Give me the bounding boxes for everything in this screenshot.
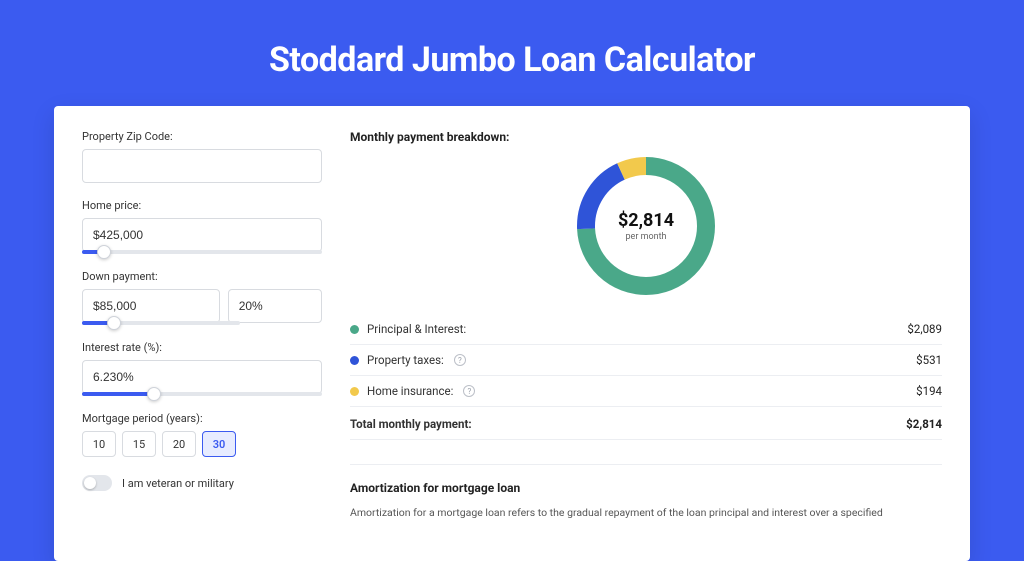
breakdown-row-label: Home insurance: <box>367 384 453 398</box>
veteran-row: I am veteran or military <box>82 475 322 491</box>
breakdown-title: Monthly payment breakdown: <box>350 130 942 144</box>
zip-input[interactable] <box>82 149 322 183</box>
total-row: Total monthly payment: $2,814 <box>350 406 942 440</box>
donut-wrap: $2,814 per month <box>350 156 942 296</box>
breakdown-row-label: Property taxes: <box>367 353 444 367</box>
color-dot <box>350 387 359 396</box>
donut-sub: per month <box>618 232 674 242</box>
down-payment-label: Down payment: <box>82 270 322 283</box>
zip-label: Property Zip Code: <box>82 130 322 143</box>
mortgage-period-label: Mortgage period (years): <box>82 412 322 425</box>
interest-rate-label: Interest rate (%): <box>82 341 322 354</box>
toggle-knob <box>84 477 96 489</box>
amortization-section: Amortization for mortgage loan Amortizat… <box>350 464 942 521</box>
color-dot <box>350 325 359 334</box>
breakdown-row-value: $2,089 <box>907 322 942 336</box>
breakdown-row-left: Home insurance:? <box>350 384 475 398</box>
amortization-body: Amortization for a mortgage loan refers … <box>350 505 942 521</box>
down-payment-field: Down payment: <box>82 270 322 325</box>
mortgage-period-20[interactable]: 20 <box>162 431 196 457</box>
down-payment-percent-input[interactable] <box>228 289 322 323</box>
home-price-input[interactable] <box>82 218 322 252</box>
zip-field: Property Zip Code: <box>82 130 322 183</box>
down-payment-amount-input[interactable] <box>82 289 220 323</box>
mortgage-period-10[interactable]: 10 <box>82 431 116 457</box>
breakdown-rows: Principal & Interest: $2,089 Property taxe… <box>350 314 942 406</box>
breakdown-row-label: Principal & Interest: <box>367 322 466 336</box>
home-price-label: Home price: <box>82 199 322 212</box>
color-dot <box>350 356 359 365</box>
total-label: Total monthly payment: <box>350 417 472 431</box>
donut-chart: $2,814 per month <box>576 156 716 296</box>
breakdown-row-0: Principal & Interest: $2,089 <box>350 314 942 345</box>
veteran-label: I am veteran or military <box>122 477 234 490</box>
mortgage-period-field: Mortgage period (years): 10152030 <box>82 412 322 457</box>
mortgage-period-30[interactable]: 30 <box>202 431 236 457</box>
veteran-toggle[interactable] <box>82 475 112 491</box>
interest-rate-slider[interactable] <box>82 392 322 396</box>
calculator-card: Property Zip Code: Home price: Down paym… <box>54 106 970 561</box>
breakdown-row-1: Property taxes:? $531 <box>350 345 942 376</box>
mortgage-period-15[interactable]: 15 <box>122 431 156 457</box>
page-title: Stoddard Jumbo Loan Calculator <box>54 40 970 80</box>
breakdown-column: Monthly payment breakdown: $2,814 per mo… <box>350 130 942 521</box>
help-icon[interactable]: ? <box>463 385 475 397</box>
home-price-field: Home price: <box>82 199 322 254</box>
interest-rate-field: Interest rate (%): <box>82 341 322 396</box>
breakdown-row-2: Home insurance:? $194 <box>350 376 942 406</box>
inputs-column: Property Zip Code: Home price: Down paym… <box>82 130 322 521</box>
breakdown-row-value: $194 <box>916 384 942 398</box>
home-price-slider[interactable] <box>82 250 322 254</box>
mortgage-period-group: 10152030 <box>82 431 322 457</box>
total-value: $2,814 <box>906 417 942 431</box>
breakdown-row-value: $531 <box>916 353 942 367</box>
breakdown-row-left: Property taxes:? <box>350 353 466 367</box>
interest-rate-input[interactable] <box>82 360 322 394</box>
help-icon[interactable]: ? <box>454 354 466 366</box>
amortization-title: Amortization for mortgage loan <box>350 481 942 495</box>
breakdown-row-left: Principal & Interest: <box>350 322 466 336</box>
donut-amount: $2,814 <box>618 210 674 231</box>
down-payment-slider[interactable] <box>82 321 240 325</box>
